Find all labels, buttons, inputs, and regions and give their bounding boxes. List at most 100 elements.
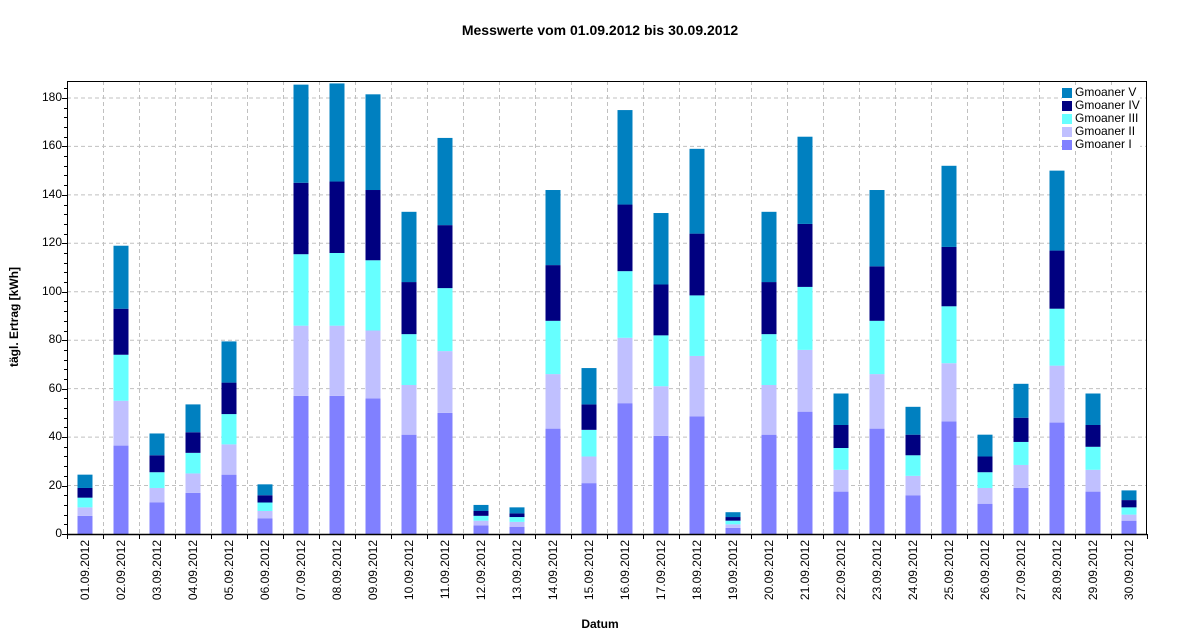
bar-segment (401, 211, 417, 283)
y-tick-label: 140 (41, 186, 62, 201)
x-tick-label: 07.09.2012 (294, 540, 308, 601)
legend-swatch-icon (1062, 113, 1072, 124)
bar-segment (1013, 417, 1029, 442)
bar-segment (941, 421, 957, 534)
bar-segment (473, 510, 489, 516)
legend-swatch-icon (1062, 100, 1072, 111)
legend: Gmoaner V Gmoaner IV Gmoaner III Gmoaner… (1062, 86, 1140, 151)
y-tick-label: 180 (41, 89, 62, 104)
bar-segment (473, 504, 489, 511)
bar-segment (329, 181, 345, 253)
bar-segment (257, 510, 273, 519)
bar-segment (833, 491, 849, 534)
bar-segment (941, 363, 957, 422)
x-tick-label: 30.09.2012 (1122, 540, 1136, 601)
bar-segment (653, 213, 669, 285)
bar-segment (149, 472, 165, 488)
x-tick-label: 06.09.2012 (258, 540, 272, 601)
legend-swatch-icon (1062, 87, 1072, 98)
legend-swatch-icon (1062, 126, 1072, 137)
x-tick-label: 28.09.2012 (1050, 540, 1064, 601)
bar-segment (725, 512, 741, 518)
bar-segment (509, 513, 525, 518)
bar-segment (869, 320, 885, 375)
bar-segment (653, 284, 669, 336)
y-tick-label: 20 (48, 477, 62, 492)
bar-segment (509, 507, 525, 514)
bar-segment (581, 368, 597, 405)
bar-segment (77, 507, 93, 516)
bar-segment (725, 517, 741, 521)
bar-segment (689, 233, 705, 296)
bar-segment (545, 265, 561, 321)
bar-segment (257, 484, 273, 496)
bar-segment (257, 495, 273, 503)
legend-item: Gmoaner III (1062, 112, 1140, 125)
bar-segment (653, 335, 669, 387)
x-tick-label: 24.09.2012 (906, 540, 920, 601)
legend-label: Gmoaner I (1075, 137, 1132, 151)
bar-segment (257, 518, 273, 534)
x-tick-label: 22.09.2012 (834, 540, 848, 601)
x-tick-label: 05.09.2012 (222, 540, 236, 601)
bar-segment (869, 266, 885, 321)
x-tick-label: 16.09.2012 (618, 540, 632, 601)
bar-segment (1049, 250, 1065, 309)
bar-segment (1121, 500, 1137, 508)
x-tick-label: 27.09.2012 (1014, 540, 1028, 601)
bar-segment (329, 252, 345, 326)
bar-segment (689, 355, 705, 417)
bar-segment (761, 334, 777, 386)
bar-segment (221, 444, 237, 475)
bar-segment (329, 395, 345, 534)
bar-segment (977, 503, 993, 534)
legend-label: Gmoaner IV (1075, 98, 1140, 112)
bar-segment (149, 433, 165, 456)
bar-segment (1013, 441, 1029, 465)
bar-segment (1013, 464, 1029, 488)
bar-segment (977, 456, 993, 473)
y-tick-label: 120 (41, 235, 62, 250)
legend-label: Gmoaner III (1075, 111, 1139, 125)
y-axis-label: tägl. Ertrag [kWh] (7, 267, 21, 368)
bar-segment (77, 474, 93, 488)
y-tick-label: 100 (41, 283, 62, 298)
legend-item: Gmoaner V (1062, 86, 1140, 99)
bar-segment (185, 473, 201, 493)
bar-segment (437, 288, 453, 352)
x-tick-label: 08.09.2012 (330, 540, 344, 601)
bar-segment (473, 515, 489, 521)
bar-segment (761, 385, 777, 435)
x-tick-label: 02.09.2012 (114, 540, 128, 601)
bar-segment (833, 448, 849, 470)
bar-segment (1013, 383, 1029, 418)
bar-segment (545, 428, 561, 534)
bar-segment (1049, 170, 1065, 251)
bar-segment (1121, 520, 1137, 534)
bar-segment (221, 341, 237, 383)
x-tick-label: 03.09.2012 (150, 540, 164, 601)
bar-segment (977, 487, 993, 504)
bar-segment (833, 393, 849, 425)
bar-segment (437, 351, 453, 413)
bar-segment (1049, 365, 1065, 423)
bar-segment (617, 271, 633, 338)
bar-segment (617, 403, 633, 534)
bar-segment (581, 456, 597, 484)
bar-segment (869, 374, 885, 429)
x-tick-label: 17.09.2012 (654, 540, 668, 601)
chart-title: Messwerte vom 01.09.2012 bis 30.09.2012 (461, 22, 739, 38)
bar-segment (149, 502, 165, 534)
bar-segment (869, 190, 885, 267)
y-tick-label: 60 (48, 380, 62, 395)
bar-segment (977, 434, 993, 457)
bar-segment (221, 414, 237, 445)
x-tick-label: 13.09.2012 (510, 540, 524, 601)
bar-segment (941, 165, 957, 247)
legend-item: Gmoaner IV (1062, 99, 1140, 112)
bar-segment (653, 386, 669, 436)
bar-segment (293, 84, 309, 183)
bar-segment (77, 487, 93, 498)
bar-segment (329, 325, 345, 396)
bar-segment (545, 320, 561, 375)
